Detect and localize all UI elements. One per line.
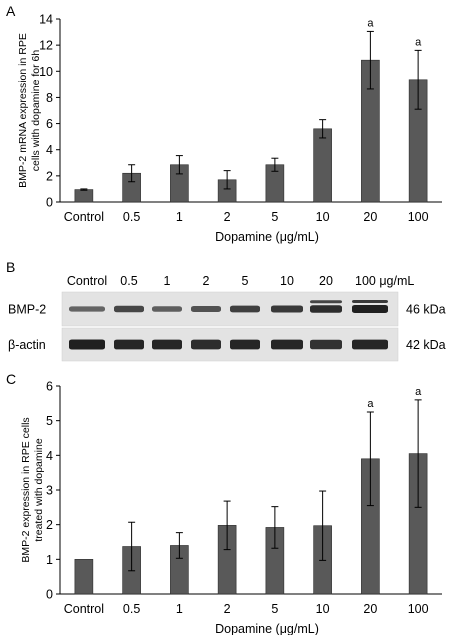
y-tick-label: 5 — [46, 414, 53, 428]
blot-lane-label: 1 — [164, 274, 171, 288]
blot-lane-label: 20 — [319, 274, 333, 288]
blot-band — [191, 306, 221, 312]
blot-lane-label: 10 — [280, 274, 294, 288]
y-tick-label: 14 — [39, 13, 53, 27]
blot-band-upper — [352, 300, 388, 303]
x-tick-label: 0.5 — [123, 210, 140, 224]
bar — [74, 189, 94, 203]
blot-band — [152, 339, 182, 350]
blot-row-size: 46 kDa — [406, 303, 446, 317]
y-tick-label: 3 — [46, 484, 53, 498]
significance-marker: a — [367, 398, 374, 410]
blot-band — [352, 305, 388, 313]
blot-band — [271, 305, 303, 313]
blot-lane-label: Control — [67, 274, 107, 288]
y-axis-label-line: cells with dopamine for 6h — [30, 50, 42, 172]
y-tick-label: 4 — [46, 449, 53, 463]
blot-band — [69, 306, 105, 312]
y-tick-label: 2 — [46, 169, 53, 183]
blot-row-name: BMP-2 — [8, 303, 46, 317]
y-axis-label-line: BMP-2 mRNA expression in RPE — [17, 33, 29, 188]
blot-band — [271, 339, 303, 350]
blot-band — [69, 339, 105, 350]
blot-row-size: 42 kDa — [406, 338, 446, 352]
x-tick-label: 0.5 — [123, 602, 140, 616]
significance-marker: a — [415, 386, 422, 398]
y-tick-label: 6 — [46, 117, 53, 131]
y-tick-label: 0 — [46, 196, 53, 210]
x-tick-label: 5 — [271, 210, 278, 224]
x-tick-label: 2 — [224, 210, 231, 224]
x-tick-label: 1 — [176, 210, 183, 224]
blot-lane-label: 0.5 — [120, 274, 137, 288]
x-axis-label: Dopamine (μg/mL) — [215, 622, 319, 635]
blot-band — [230, 339, 260, 350]
blot-row-name: β-actin — [8, 338, 46, 352]
y-tick-label: 1 — [46, 553, 53, 567]
y-tick-label: 6 — [46, 380, 53, 394]
y-tick-label: 8 — [46, 91, 53, 105]
blot-band-upper — [310, 300, 342, 304]
x-tick-label: 2 — [224, 602, 231, 616]
x-tick-label: 5 — [271, 602, 278, 616]
bar — [313, 128, 332, 203]
blot-band — [152, 306, 182, 312]
x-tick-label: 20 — [363, 602, 377, 616]
blot-band — [310, 339, 342, 350]
blot-lane-label: 2 — [203, 274, 210, 288]
x-tick-label: Control — [64, 602, 104, 616]
blot-band — [352, 339, 388, 350]
x-tick-label: 10 — [316, 602, 330, 616]
significance-marker: a — [415, 36, 422, 48]
blot-band — [230, 305, 260, 313]
blot-lane-label: 5 — [242, 274, 249, 288]
y-tick-label: 4 — [46, 143, 53, 157]
x-tick-label: 1 — [176, 602, 183, 616]
x-tick-label: 20 — [363, 210, 377, 224]
y-axis-label-line: treated with dopamine — [33, 438, 45, 541]
y-axis-label-line: BMP-2 expression in RPE cells — [20, 417, 32, 562]
panel-letter-a: A — [6, 3, 16, 19]
chart-c: 0 1 2 3 4 5 6 Control 0.5 1 2 5 10 a 20 a 100 Dopamine (μ… — [20, 380, 442, 635]
blot-band — [310, 305, 342, 313]
panel-letter-c: C — [6, 371, 16, 387]
blot-lane-label: 100 μg/mL — [355, 274, 414, 288]
blot-band — [191, 339, 221, 350]
x-tick-label: 100 — [408, 210, 429, 224]
western-blot: Control 0.5 1 2 5 10 20 100 μg/mL BMP-2 46 kDa β-a… — [8, 274, 446, 362]
panel-letter-b: B — [6, 259, 15, 275]
y-tick-label: 12 — [39, 39, 53, 53]
significance-marker: a — [367, 17, 374, 29]
bar — [74, 559, 94, 595]
y-tick-label: 0 — [46, 588, 53, 602]
x-tick-label: 100 — [408, 602, 429, 616]
x-tick-label: 10 — [316, 210, 330, 224]
blot-band — [114, 339, 144, 350]
x-axis-label: Dopamine (μg/mL) — [215, 230, 319, 244]
y-tick-label: 2 — [46, 518, 53, 532]
y-tick-label: 10 — [39, 65, 53, 79]
x-tick-label: Control — [64, 210, 104, 224]
blot-band — [114, 305, 144, 313]
